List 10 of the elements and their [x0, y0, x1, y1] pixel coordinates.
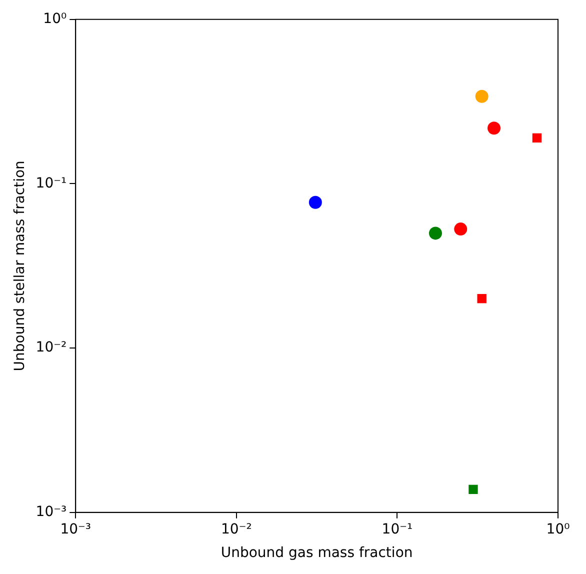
- y-tick-label: 10⁻²: [36, 340, 67, 356]
- y-axis-title: Unbound stellar mass fraction: [12, 160, 28, 372]
- x-tick-label: 10⁻²: [220, 521, 252, 538]
- x-tick-label: 10⁰: [546, 521, 570, 538]
- y-tick-label: 10⁻¹: [36, 175, 67, 192]
- x-tick-label: 10⁻¹: [382, 521, 413, 538]
- x-tick-label: 10⁻³: [60, 521, 92, 538]
- y-tick-label: 10⁰: [43, 11, 67, 28]
- x-axis-title: Unbound gas mass fraction: [220, 545, 413, 562]
- y-tick-label: 10⁻³: [36, 504, 67, 520]
